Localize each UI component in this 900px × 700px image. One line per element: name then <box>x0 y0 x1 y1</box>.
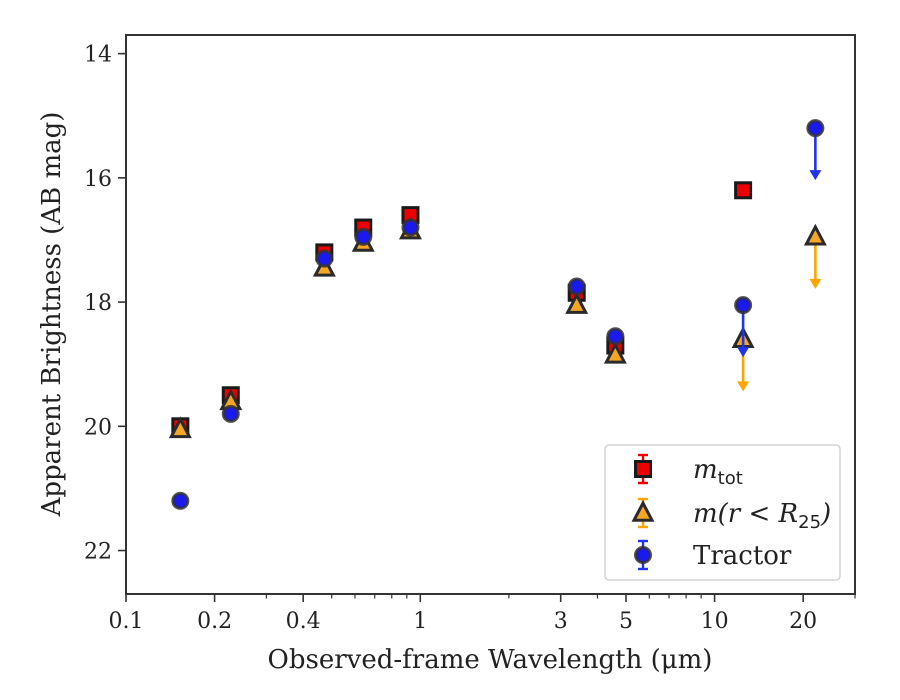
series-0 <box>171 181 753 436</box>
plot-frame <box>125 34 856 595</box>
x-tick-label: 0.2 <box>197 609 232 634</box>
limit-arrow-head <box>809 278 822 289</box>
data-point <box>221 404 240 423</box>
x-tick-label: 3 <box>554 609 568 634</box>
y-axis-label: Apparent Brightness (AB mag) <box>37 112 67 518</box>
series-1 <box>168 217 827 439</box>
axes: 0.1 0.2 0.4 1 3 5 10 20 14 16 18 20 22 <box>84 34 856 634</box>
data-point <box>171 491 190 510</box>
legend-label: m(r < R25) <box>693 499 831 533</box>
legend-label: mtot <box>693 455 743 489</box>
data-point <box>567 277 586 296</box>
y-tick-label: 22 <box>84 540 112 565</box>
data-point <box>734 181 753 200</box>
data-point <box>565 292 589 314</box>
data-point <box>803 223 827 246</box>
legend-label: Tractor <box>693 541 792 571</box>
y-tick-label: 14 <box>84 43 112 68</box>
x-tick-label: 10 <box>701 609 729 634</box>
data-marks <box>168 119 827 510</box>
data-point <box>354 227 373 246</box>
x-tick-label: 1 <box>413 609 427 634</box>
legend-marker <box>634 546 652 564</box>
data-point <box>606 327 625 346</box>
legend-entry: mtot <box>634 453 743 489</box>
legend-entry: Tractor <box>634 539 792 571</box>
data-point <box>603 341 627 364</box>
x-axis-label: Observed-frame Wavelength (μm) <box>268 645 713 675</box>
y-tick-label: 18 <box>84 291 112 316</box>
legend-box <box>604 444 841 581</box>
x-tick-label: 20 <box>789 609 817 634</box>
x-tick-label: 0.4 <box>286 609 321 634</box>
limit-arrow-head <box>809 170 822 181</box>
legend: mtot m(r < R25) Tractor <box>604 444 841 581</box>
limit-arrow-head <box>737 347 750 358</box>
limit-arrow-head <box>737 381 750 392</box>
x-tick-label: 5 <box>619 609 633 634</box>
data-point <box>401 218 420 237</box>
data-point <box>168 416 192 439</box>
legend-entry: m(r < R25) <box>631 497 831 533</box>
x-tick-label: 0.1 <box>109 609 144 634</box>
data-point <box>315 249 334 268</box>
series-2 <box>171 119 825 510</box>
y-tick-label: 20 <box>84 415 112 440</box>
legend-marker <box>631 499 655 522</box>
y-tick-label: 16 <box>84 167 112 192</box>
data-point <box>734 296 753 315</box>
legend-marker <box>634 460 652 478</box>
data-point <box>806 119 825 138</box>
